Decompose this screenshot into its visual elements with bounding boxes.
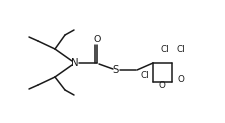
Text: S: S (113, 65, 119, 75)
Text: O: O (159, 82, 165, 91)
Text: N: N (71, 58, 79, 68)
Text: Cl: Cl (141, 71, 149, 80)
Text: Cl: Cl (161, 46, 169, 54)
Text: O: O (93, 34, 101, 44)
Text: Cl: Cl (177, 46, 185, 54)
Text: O: O (178, 76, 184, 85)
